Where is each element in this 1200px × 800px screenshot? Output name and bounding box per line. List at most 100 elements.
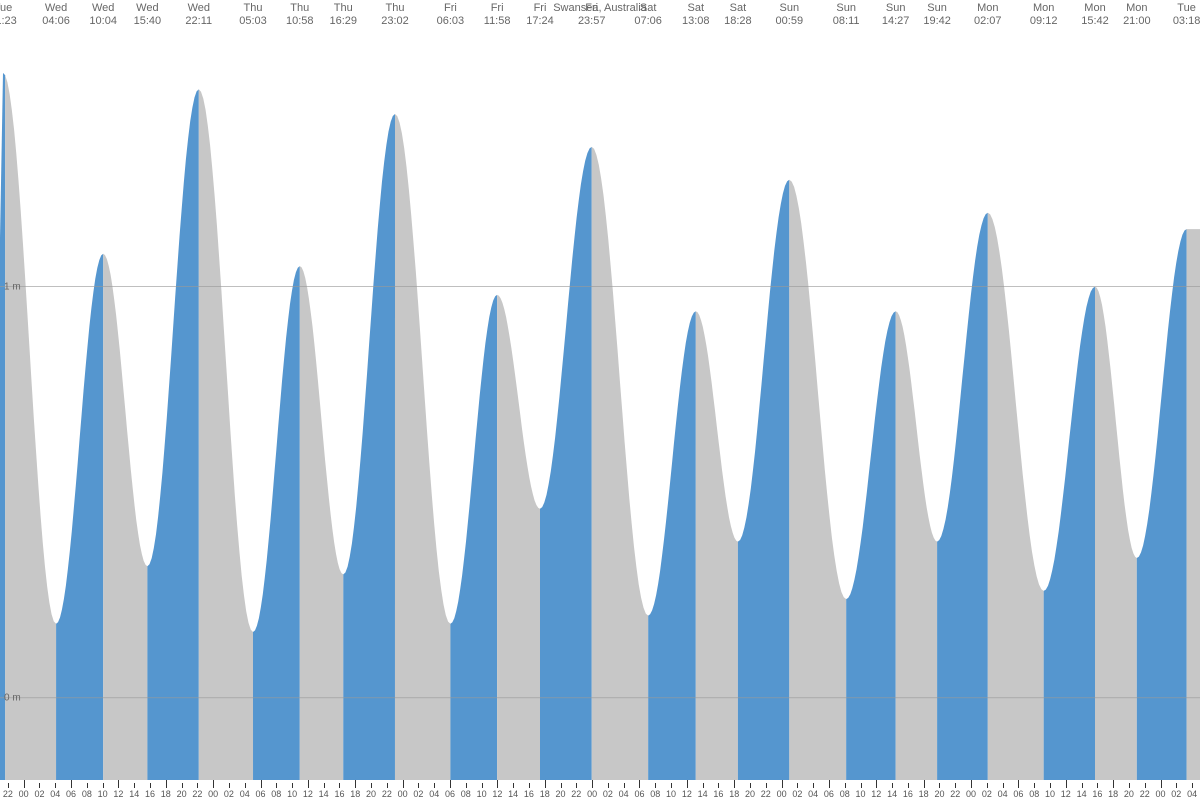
x-axis-label: 18	[540, 789, 550, 799]
x-axis-label: 22	[382, 789, 392, 799]
x-axis-label: 18	[919, 789, 929, 799]
x-tick	[118, 780, 119, 788]
x-tick	[355, 780, 356, 788]
x-axis-label: 08	[82, 789, 92, 799]
x-tick	[655, 783, 656, 788]
x-tick	[971, 780, 972, 788]
x-tick	[371, 783, 372, 788]
x-axis-label: 18	[1108, 789, 1118, 799]
x-tick	[718, 783, 719, 788]
x-axis-label: 22	[761, 789, 771, 799]
x-axis-label: 20	[556, 789, 566, 799]
x-axis-label: 04	[240, 789, 250, 799]
x-axis-label: 06	[445, 789, 455, 799]
x-tick	[829, 780, 830, 788]
x-tick	[466, 783, 467, 788]
x-tick	[450, 780, 451, 788]
x-axis-label: 14	[1077, 789, 1087, 799]
x-tick	[624, 783, 625, 788]
header-label: Mon02:07	[974, 2, 1002, 28]
tide-segment	[937, 213, 988, 780]
tide-chart: Swansea, Australia 0 m1 mTue21:23Wed04:0…	[0, 0, 1200, 800]
x-tick	[166, 780, 167, 788]
header-label: Wed15:40	[134, 2, 162, 28]
x-tick	[197, 783, 198, 788]
x-axis-label: 10	[98, 789, 108, 799]
x-tick	[434, 783, 435, 788]
tide-segment	[497, 295, 540, 780]
x-tick	[876, 780, 877, 788]
header-label: Sun08:11	[833, 2, 860, 28]
tide-segment	[199, 89, 253, 780]
x-tick	[939, 783, 940, 788]
x-axis-label: 00	[1156, 789, 1166, 799]
x-axis-label: 22	[3, 789, 13, 799]
header-label: Mon21:00	[1123, 2, 1151, 28]
x-tick	[403, 780, 404, 788]
x-tick	[71, 780, 72, 788]
x-tick	[261, 780, 262, 788]
x-tick	[292, 783, 293, 788]
x-tick	[1018, 780, 1019, 788]
header-label: Wed10:04	[89, 2, 117, 28]
x-axis-label: 20	[934, 789, 944, 799]
header-label: Sun19:42	[923, 2, 951, 28]
header-label: Thu23:02	[381, 2, 409, 28]
x-axis-label: 18	[161, 789, 171, 799]
tide-segment	[540, 147, 592, 780]
x-axis-label: 00	[398, 789, 408, 799]
x-axis-label: 02	[792, 789, 802, 799]
x-axis-label: 04	[808, 789, 818, 799]
x-tick	[687, 780, 688, 788]
tide-segment	[300, 266, 344, 780]
x-axis-label: 10	[477, 789, 487, 799]
tide-segment	[696, 311, 738, 780]
x-axis-label: 12	[492, 789, 502, 799]
x-tick	[513, 783, 514, 788]
x-axis-label: 12	[303, 789, 313, 799]
x-axis-label: 02	[982, 789, 992, 799]
y-axis-label: 0 m	[4, 692, 21, 703]
header-label: Thu10:58	[286, 2, 314, 28]
header-label: Sun14:27	[882, 2, 910, 28]
x-tick	[1161, 780, 1162, 788]
x-axis-label: 00	[19, 789, 29, 799]
x-axis-label: 14	[129, 789, 139, 799]
x-tick	[1192, 783, 1193, 788]
x-tick	[608, 783, 609, 788]
header-label: Fri11:58	[484, 2, 511, 28]
tide-segment	[1044, 287, 1095, 780]
x-tick	[529, 783, 530, 788]
header-label: Tue21:23	[0, 2, 17, 28]
x-tick	[1082, 783, 1083, 788]
header-label: Sat07:06	[634, 2, 662, 28]
x-tick	[324, 783, 325, 788]
tide-segment	[846, 311, 896, 780]
header-label: Tue03:18	[1173, 2, 1200, 28]
x-tick	[1034, 783, 1035, 788]
y-axis-label: 1 m	[4, 281, 21, 292]
x-tick	[892, 783, 893, 788]
x-axis-label: 02	[413, 789, 423, 799]
x-axis-label: 08	[650, 789, 660, 799]
x-tick	[576, 783, 577, 788]
tide-segment	[103, 254, 147, 780]
tide-segment	[648, 311, 696, 780]
x-axis-label: 22	[950, 789, 960, 799]
x-tick	[734, 780, 735, 788]
x-axis-label: 12	[113, 789, 123, 799]
x-axis-label: 08	[840, 789, 850, 799]
x-axis-label: 04	[619, 789, 629, 799]
x-tick	[782, 780, 783, 788]
tide-segment	[1187, 229, 1200, 780]
x-axis-label: 16	[334, 789, 344, 799]
header-label: Mon15:42	[1081, 2, 1109, 28]
tide-segment	[450, 295, 497, 780]
header-label: Wed04:06	[42, 2, 70, 28]
x-tick	[813, 783, 814, 788]
x-axis-label: 20	[1124, 789, 1134, 799]
x-tick	[229, 783, 230, 788]
header-label: Wed22:11	[185, 2, 212, 28]
header-label: Fri17:24	[526, 2, 554, 28]
x-tick	[924, 780, 925, 788]
